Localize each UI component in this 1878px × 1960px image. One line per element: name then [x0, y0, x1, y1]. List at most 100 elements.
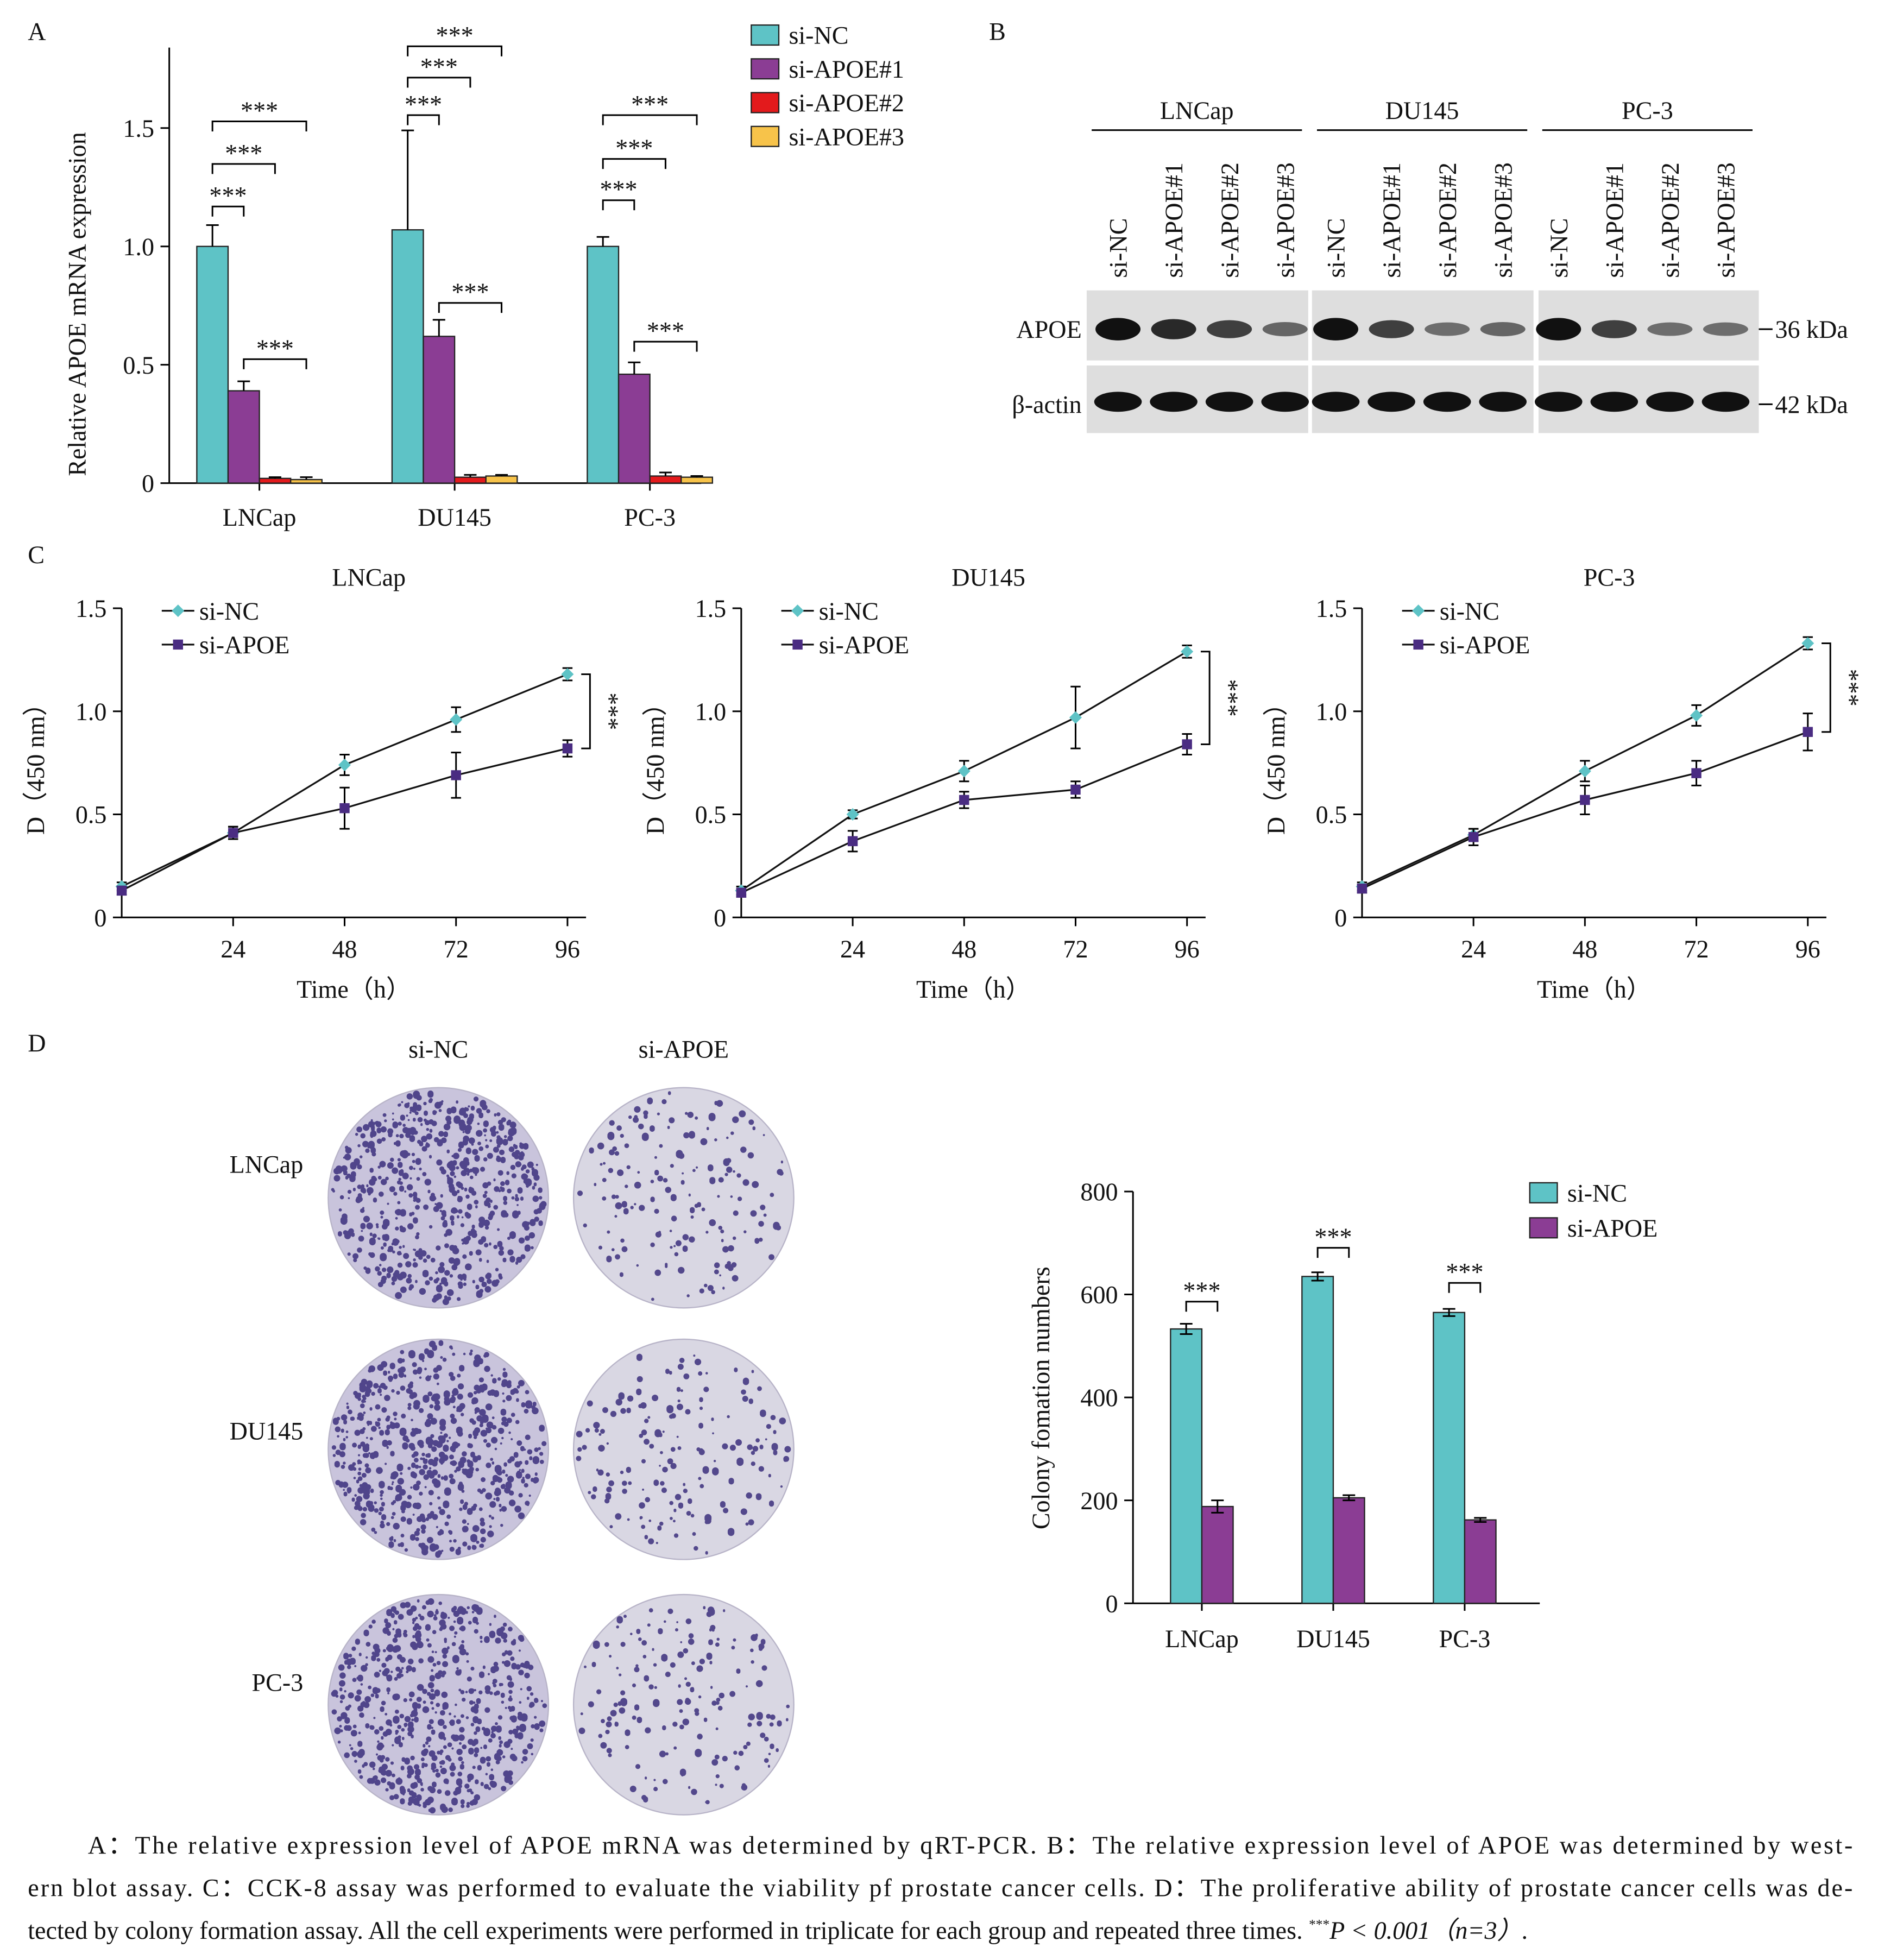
- chart-title: DU145: [951, 564, 1025, 591]
- significance-label: ***: [451, 278, 489, 306]
- y-tick-label: 0: [94, 904, 106, 931]
- y-tick-label: 0: [714, 904, 726, 931]
- marker: [1691, 768, 1701, 778]
- lane-label: si-APOE#3: [1271, 162, 1299, 278]
- colony-row-label: DU145: [230, 1417, 304, 1445]
- marker: [959, 795, 969, 805]
- panel-label: A: [28, 18, 46, 46]
- bar: [1170, 1328, 1203, 1604]
- error-bar: [1343, 1494, 1356, 1502]
- significance-label: ***: [1215, 679, 1243, 717]
- significance-label: ***: [241, 97, 278, 124]
- y-tick-label: 0.5: [1316, 801, 1347, 829]
- panel-label: C: [28, 541, 45, 569]
- x-axis-label: Time（h）: [1537, 975, 1652, 1003]
- y-tick-label: 1.5: [75, 595, 107, 622]
- significance-bracket: [602, 199, 635, 211]
- legend-swatch: [751, 58, 780, 80]
- band: [1647, 322, 1693, 336]
- significance-label: ***: [420, 53, 458, 80]
- caption-superscript: ***: [1309, 1917, 1329, 1932]
- legend-label: si-APOE: [199, 631, 289, 659]
- y-tick-label: 1.0: [75, 698, 107, 726]
- error-bar: [1211, 1499, 1224, 1514]
- y-tick-label: 0: [1106, 1590, 1118, 1617]
- colony-row-label: LNCap: [230, 1150, 304, 1178]
- significance-bracket: [1185, 1301, 1219, 1312]
- marker: [1468, 832, 1479, 842]
- x-tick-label: LNCap: [1165, 1625, 1239, 1653]
- band: [1701, 392, 1750, 412]
- bar: [617, 373, 651, 484]
- significance-bracket: [407, 77, 471, 88]
- axes: [1361, 608, 1826, 918]
- significance-label: ***: [647, 317, 684, 345]
- band: [1479, 392, 1527, 412]
- caption-line: A：The relative expression level of APOE …: [88, 1831, 1852, 1859]
- plate: [327, 1087, 550, 1309]
- lane-label: si-APOE#2: [1434, 162, 1461, 278]
- y-tick-label: 600: [1080, 1281, 1118, 1309]
- bar: [227, 390, 260, 484]
- colony-column-label: si-APOE: [639, 1035, 729, 1063]
- blot-group-label: PC-3: [1622, 97, 1673, 124]
- band: [1423, 392, 1471, 412]
- bar: [196, 245, 229, 484]
- colony-row-label: PC-3: [252, 1669, 304, 1697]
- y-tick-label: 0: [1334, 904, 1347, 931]
- band: [1534, 392, 1583, 412]
- bar: [423, 336, 456, 484]
- x-tick-label: 48: [332, 935, 357, 963]
- bar: [290, 478, 323, 484]
- band: [1703, 322, 1748, 336]
- panel-label: B: [989, 18, 1006, 46]
- legend-marker: [173, 639, 184, 650]
- x-tick-label: DU145: [418, 503, 491, 531]
- legend-label: si-NC: [819, 597, 879, 625]
- lane-label: si-APOE#3: [1489, 162, 1517, 278]
- legend-label: si-APOE#3: [789, 123, 904, 150]
- band: [1425, 322, 1470, 336]
- y-axis-label: D（450 nm）: [1262, 691, 1290, 835]
- significance-bracket: [1448, 1282, 1482, 1293]
- bar: [259, 477, 292, 484]
- legend-swatch: [751, 92, 780, 114]
- y-tick-label: 1.5: [695, 595, 727, 622]
- axes: [121, 608, 587, 918]
- significance-bracket: [602, 114, 698, 125]
- legend-swatch: [751, 125, 780, 147]
- x-tick-label: 24: [220, 935, 245, 963]
- significance-bracket: [581, 673, 591, 749]
- bar: [680, 476, 714, 484]
- marker: [450, 713, 463, 726]
- legend-swatch: [751, 24, 780, 46]
- significance-label: ***: [209, 182, 247, 210]
- legend-label: si-APOE#2: [789, 89, 904, 117]
- y-tick-label: 1.0: [1316, 698, 1347, 726]
- lane-label: si-APOE#3: [1712, 162, 1740, 278]
- chart-title: PC-3: [1584, 564, 1635, 591]
- marker: [116, 885, 127, 896]
- legend-label: si-APOE#1: [789, 55, 904, 83]
- x-tick-label: 96: [555, 935, 580, 963]
- marker: [451, 770, 461, 780]
- x-tick-label: DU145: [1296, 1625, 1370, 1653]
- bar: [1433, 1312, 1466, 1604]
- caption-text: tected by colony formation assay. All th…: [28, 1917, 1309, 1944]
- legend-label: si-APOE: [819, 631, 909, 659]
- error-bar: [1180, 1323, 1193, 1335]
- band: [1369, 320, 1414, 338]
- band: [1151, 319, 1196, 339]
- blot-group-label: LNCap: [1160, 97, 1234, 124]
- band: [1261, 392, 1309, 412]
- error-bar: [1442, 1308, 1455, 1317]
- significance-label: ***: [405, 90, 442, 118]
- error-bar: [596, 236, 609, 247]
- band: [1367, 392, 1415, 412]
- error-bar: [268, 476, 281, 478]
- marker: [1181, 645, 1194, 658]
- bar: [453, 476, 487, 484]
- legend-label: si-NC: [199, 597, 259, 625]
- marker: [1357, 883, 1367, 894]
- plate: [572, 1087, 795, 1309]
